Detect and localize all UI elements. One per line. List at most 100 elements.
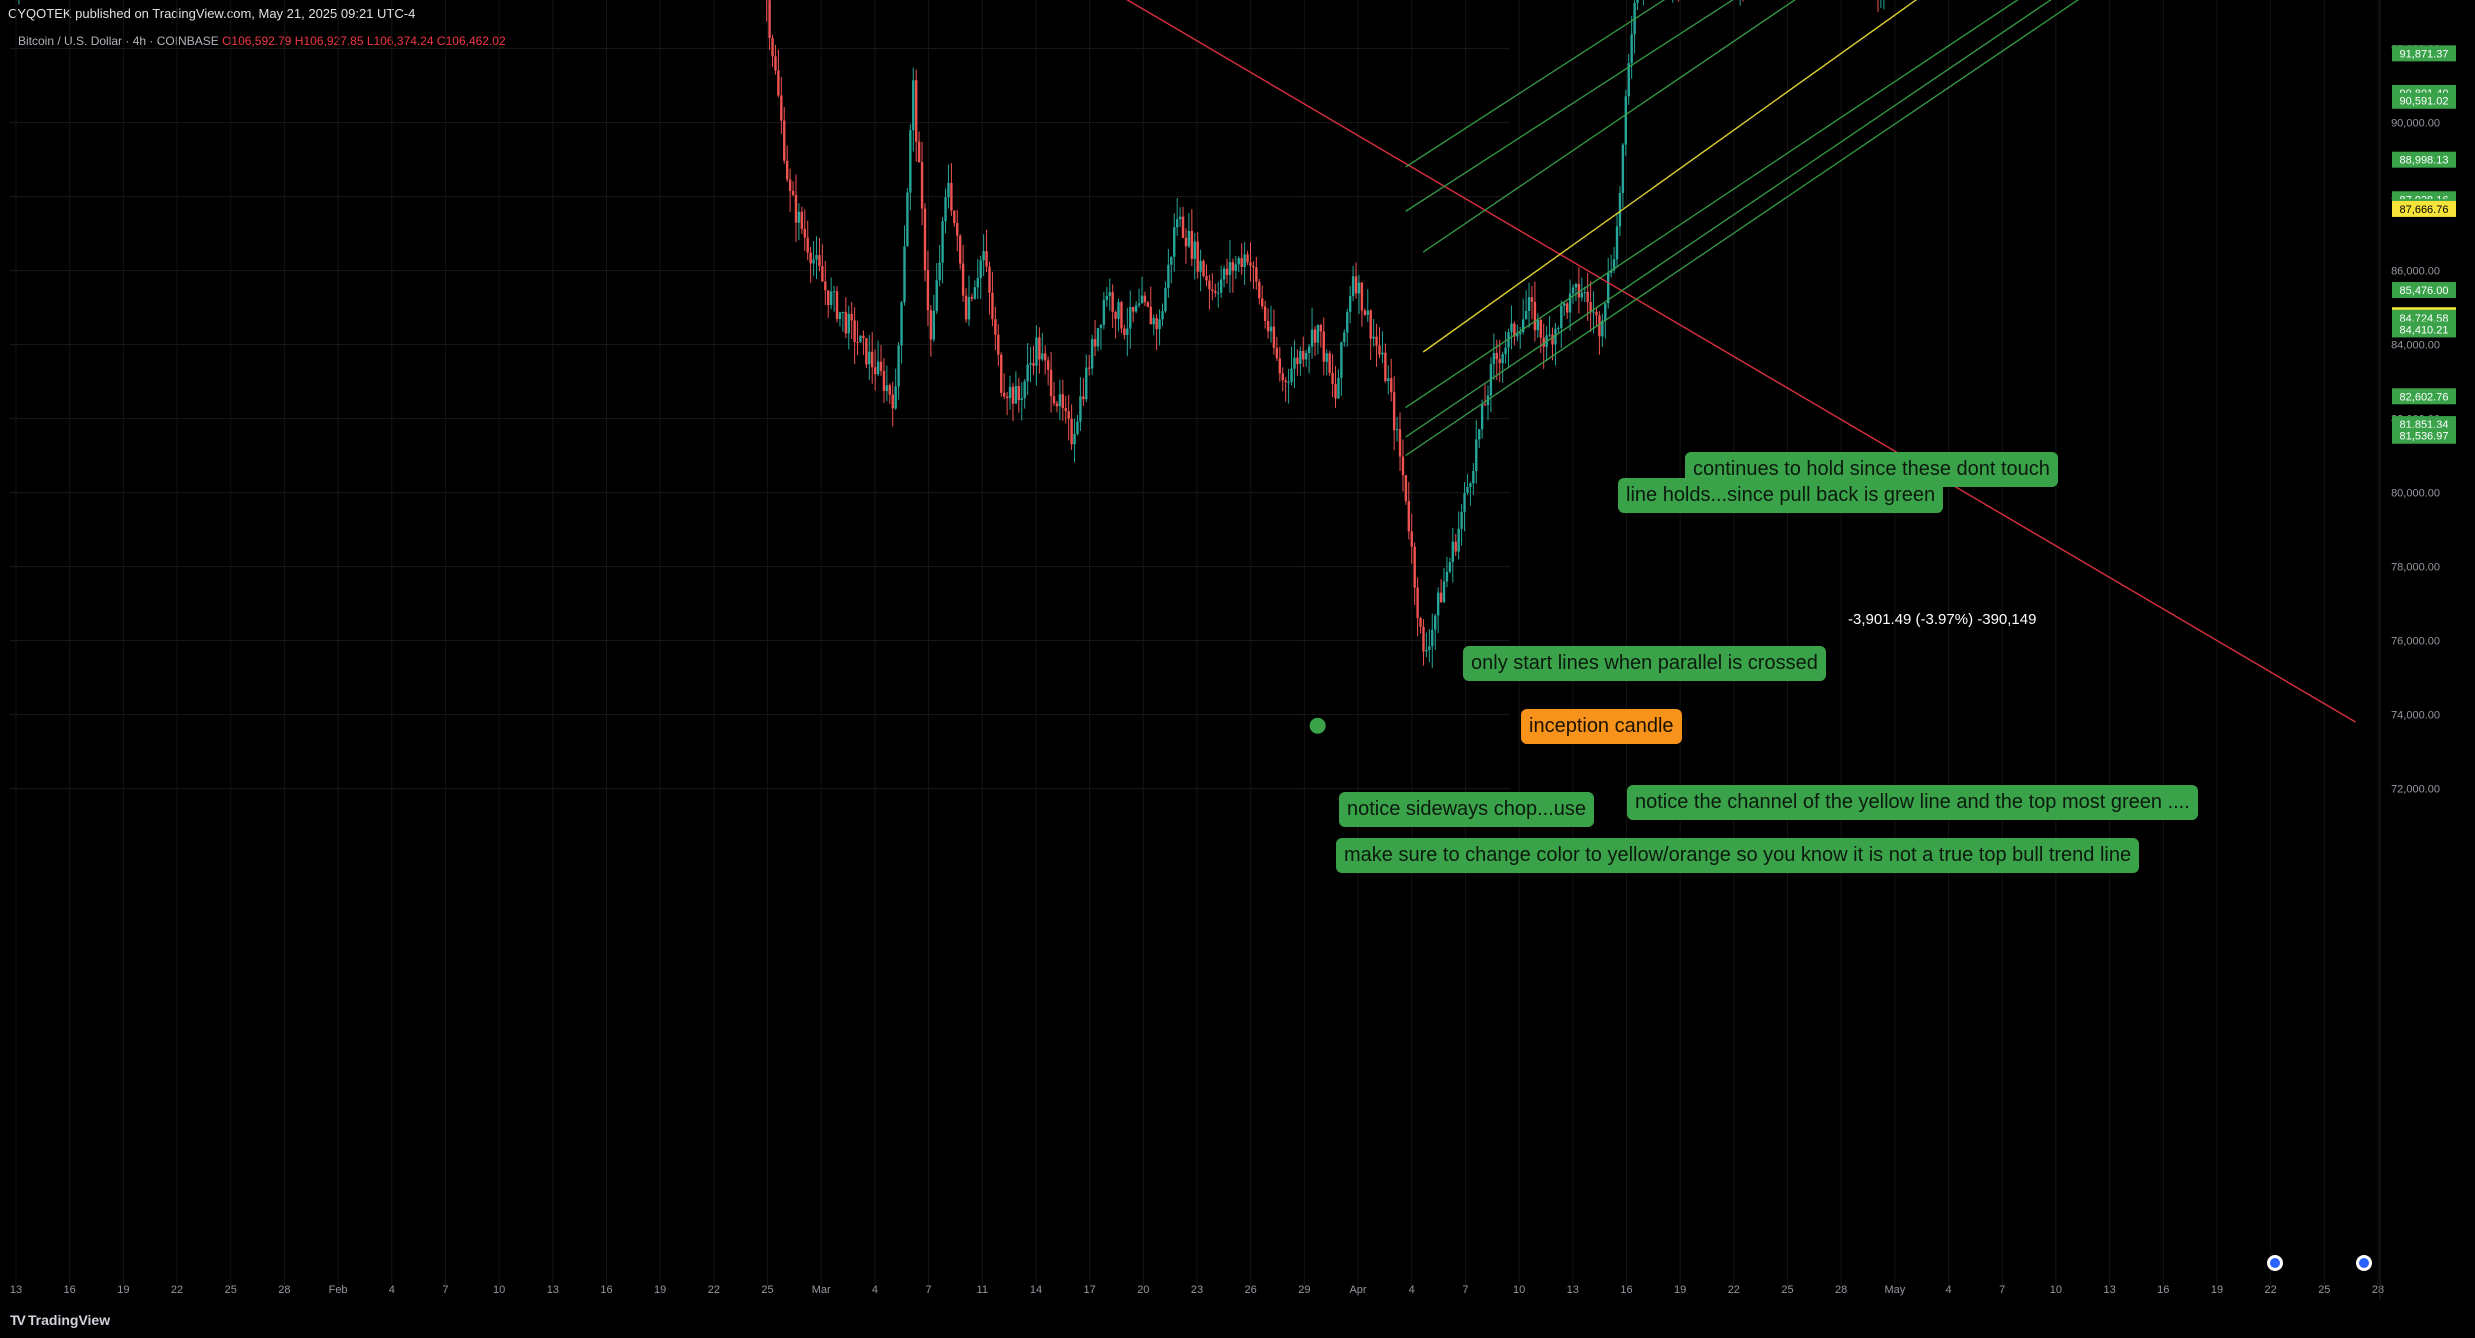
- candle-body: [1536, 319, 1540, 331]
- candle-body: [1636, 0, 1639, 3]
- candle-body: [835, 291, 839, 319]
- candle-body: [815, 255, 818, 260]
- candle-body: [1219, 279, 1223, 293]
- candle-body: [1422, 626, 1425, 652]
- candle-body: [1228, 262, 1232, 276]
- candle-body: [1472, 471, 1475, 484]
- note-change-color[interactable]: make sure to change color to yellow/oran…: [1336, 838, 2140, 873]
- candle-body: [1164, 287, 1167, 312]
- candle-body: [1571, 287, 1575, 294]
- candle-body: [1272, 326, 1276, 348]
- note-inception-candle[interactable]: inception candle: [1521, 709, 1682, 744]
- candle-body: [923, 208, 927, 271]
- candle-body: [979, 260, 982, 279]
- candle-body: [1170, 256, 1173, 265]
- publish-header: CYQOTEK published on TradingView.com, Ma…: [0, 0, 2475, 26]
- x-tick-label: 28: [1835, 1284, 1847, 1296]
- candle-body: [1155, 318, 1158, 330]
- y-tick-label: 84,000.00: [2391, 340, 2440, 352]
- x-tick-label: Feb: [329, 1284, 348, 1296]
- note-channel[interactable]: notice the channel of the yellow line an…: [1627, 785, 2198, 820]
- x-tick-label: 13: [10, 1284, 22, 1296]
- candle-body: [1595, 311, 1598, 316]
- candle-body: [1167, 264, 1170, 288]
- candle-body: [1293, 357, 1296, 369]
- candle-body: [1111, 292, 1114, 312]
- x-tick-label: 19: [117, 1284, 129, 1296]
- price-axis-label: [2392, 45, 2456, 62]
- candle-body: [1343, 332, 1346, 343]
- x-tick-label: 22: [2265, 1284, 2277, 1296]
- candle-body: [1404, 475, 1408, 502]
- x-tick-label: 13: [547, 1284, 559, 1296]
- candle-body: [1601, 320, 1604, 337]
- candle-body: [1187, 230, 1191, 247]
- candle-body: [1366, 310, 1369, 315]
- candle-body: [1035, 337, 1038, 366]
- price-axis-label-text: 90,591.02: [2400, 96, 2449, 108]
- candle-body: [1120, 302, 1123, 329]
- note-sideways-chop[interactable]: notice sideways chop...use: [1339, 792, 1595, 827]
- x-tick-label: Mar: [812, 1284, 831, 1296]
- candle-body: [909, 130, 912, 193]
- candle-body: [1258, 281, 1261, 299]
- note-line-holds[interactable]: line holds...since pull back is green: [1618, 478, 1944, 513]
- note-only-start[interactable]: only start lines when parallel is crosse…: [1463, 646, 1826, 681]
- candle-body: [1618, 193, 1622, 227]
- price-axis-label-text: 84,410.21: [2400, 324, 2449, 336]
- x-tick-label: 19: [2211, 1284, 2223, 1296]
- candle-body: [1568, 293, 1572, 313]
- candle-body: [1436, 592, 1440, 616]
- candle-body: [1457, 528, 1460, 552]
- candle-body: [1055, 403, 1059, 407]
- candle-body: [1519, 332, 1522, 335]
- x-tick-label: 16: [2157, 1284, 2169, 1296]
- candle-body: [1161, 311, 1164, 320]
- candle-body: [964, 295, 968, 320]
- price-axis-label-text: 81,536.97: [2400, 431, 2449, 443]
- candle-body: [1363, 310, 1367, 315]
- x-tick-label: 13: [1567, 1284, 1579, 1296]
- candle-body: [1202, 260, 1205, 277]
- y-tick-label: 80,000.00: [2391, 488, 2440, 500]
- candle-body: [970, 297, 974, 299]
- candle-body: [1460, 511, 1463, 529]
- x-tick-label: 28: [2372, 1284, 2384, 1296]
- candle-body: [1630, 34, 1633, 64]
- candle-body: [1475, 439, 1478, 472]
- candle-body: [1211, 289, 1214, 292]
- y-tick-label: 90,000.00: [2391, 118, 2440, 130]
- candle-body: [891, 394, 894, 409]
- candle-body: [1322, 331, 1325, 362]
- x-tick-label: 29: [1298, 1284, 1310, 1296]
- candle-body: [1527, 297, 1531, 311]
- candle-body: [1390, 378, 1393, 393]
- candle-body: [982, 251, 985, 261]
- candle-body: [1237, 258, 1240, 265]
- candle-body: [903, 246, 906, 303]
- candle-body: [1181, 216, 1185, 238]
- candle-body: [894, 386, 897, 409]
- candle-body: [1334, 383, 1337, 399]
- x-tick-label: 22: [1728, 1284, 1740, 1296]
- candle-body: [879, 361, 883, 371]
- candle-body: [1008, 386, 1012, 399]
- candle-body: [947, 182, 950, 198]
- candle-body: [1284, 380, 1287, 383]
- candle-body: [1624, 96, 1628, 145]
- candle-body: [1516, 334, 1519, 337]
- price-axis-label: [2392, 92, 2456, 109]
- price-axis-label: [2392, 200, 2456, 217]
- candle-body: [1530, 297, 1534, 302]
- candle-body: [1533, 301, 1537, 331]
- candle-body: [841, 312, 845, 314]
- candle-body: [1586, 291, 1589, 303]
- candle-body: [1325, 353, 1328, 362]
- x-tick-label: 19: [654, 1284, 666, 1296]
- candle-body: [1046, 360, 1050, 370]
- candle-body: [1316, 324, 1320, 343]
- ohlc-values: O106,592.79 H106,927.85 L106,374.24 C106…: [222, 34, 506, 48]
- candle-body: [1108, 292, 1111, 297]
- candle-body: [1466, 487, 1469, 493]
